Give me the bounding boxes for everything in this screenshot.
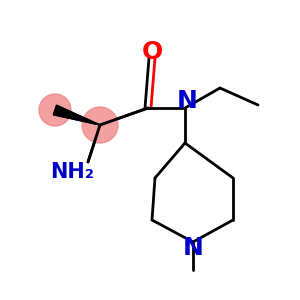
Text: N: N xyxy=(183,236,203,260)
Circle shape xyxy=(82,107,118,143)
Text: N: N xyxy=(177,89,197,113)
Polygon shape xyxy=(53,105,100,125)
Text: O: O xyxy=(141,40,163,64)
Text: NH₂: NH₂ xyxy=(50,162,94,182)
Circle shape xyxy=(39,94,71,126)
Polygon shape xyxy=(53,105,100,125)
